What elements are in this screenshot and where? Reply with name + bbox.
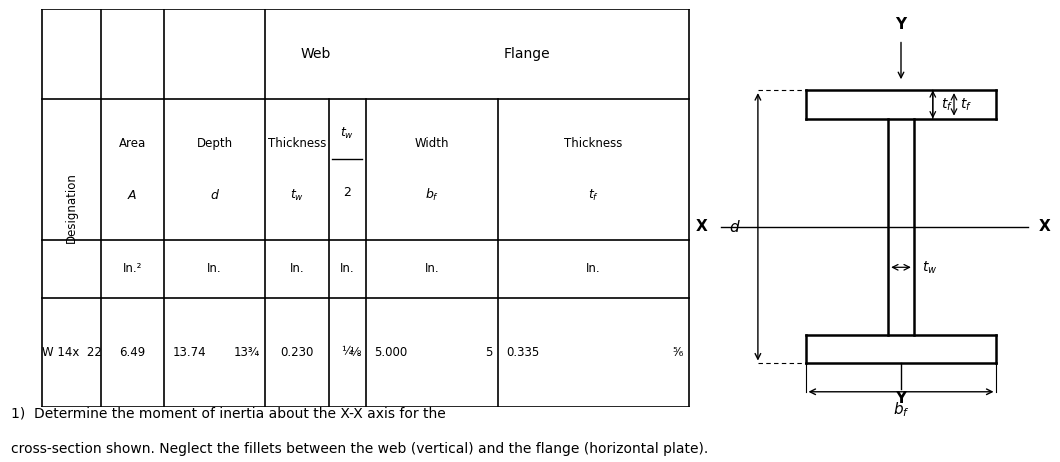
Text: $d$: $d$	[728, 219, 741, 235]
Text: In.: In.	[586, 262, 601, 275]
Text: 6.49: 6.49	[120, 346, 145, 359]
Text: X: X	[695, 219, 708, 234]
Text: $t_f$: $t_f$	[588, 188, 599, 203]
Text: X: X	[1038, 219, 1050, 234]
Text: In.: In.	[289, 262, 304, 275]
Text: 2: 2	[343, 186, 351, 199]
Text: ¼: ¼	[341, 346, 353, 359]
Text: 5: 5	[485, 346, 493, 359]
Text: Flange: Flange	[505, 47, 550, 61]
Text: ⅛: ⅛	[350, 346, 360, 359]
Text: 13.74: 13.74	[173, 346, 207, 359]
Text: $A$: $A$	[127, 188, 138, 201]
Text: $b_f$: $b_f$	[893, 401, 909, 419]
Text: Thickness: Thickness	[267, 137, 326, 150]
Text: $d$: $d$	[210, 188, 219, 202]
Text: In.²: In.²	[123, 262, 142, 275]
Text: Depth: Depth	[196, 137, 233, 150]
Text: Designation: Designation	[65, 172, 78, 243]
Text: $t_w$: $t_w$	[340, 126, 354, 141]
Text: $t_f$: $t_f$	[960, 96, 972, 113]
Text: $t_w$: $t_w$	[289, 188, 304, 203]
Text: Width: Width	[414, 137, 449, 150]
Text: Thickness: Thickness	[564, 137, 623, 150]
Text: cross-section shown. Neglect the fillets between the web (vertical) and the flan: cross-section shown. Neglect the fillets…	[11, 442, 708, 456]
Text: W 14x  22: W 14x 22	[41, 346, 102, 359]
Text: $b_f$: $b_f$	[425, 187, 439, 203]
Text: $t_f$: $t_f$	[941, 96, 953, 113]
Text: 1)  Determine the moment of inertia about the X-X axis for the: 1) Determine the moment of inertia about…	[11, 407, 445, 420]
Text: In.: In.	[340, 262, 354, 275]
Text: In.: In.	[425, 262, 439, 275]
Text: ⁵⁄₆: ⁵⁄₆	[672, 346, 684, 359]
Text: In.: In.	[208, 262, 222, 275]
Text: Y: Y	[896, 391, 906, 407]
Text: 5.000: 5.000	[374, 346, 407, 359]
Text: 0.335: 0.335	[507, 346, 540, 359]
Text: Y: Y	[896, 17, 906, 31]
Text: $t_w$: $t_w$	[922, 259, 938, 275]
Text: Web: Web	[300, 47, 331, 61]
Text: 0.230: 0.230	[280, 346, 314, 359]
Text: Area: Area	[119, 137, 146, 150]
Text: 13¾: 13¾	[233, 346, 260, 359]
